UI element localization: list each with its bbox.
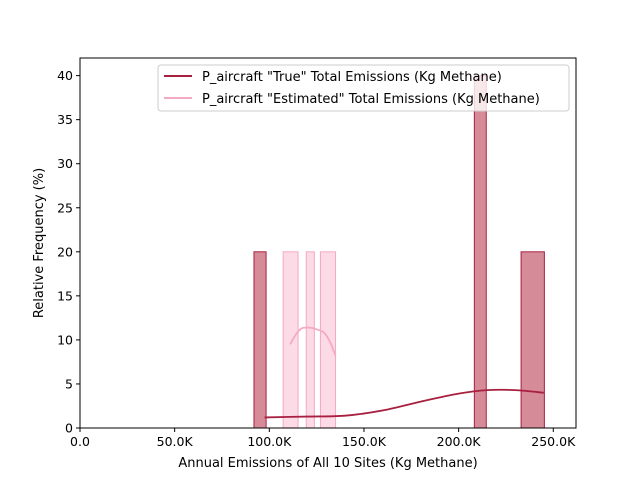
histogram-bar-series2-2 xyxy=(305,251,315,429)
y-tick-label: 35 xyxy=(57,112,73,127)
histogram-bar-series2-1 xyxy=(282,251,299,429)
x-tick-label: 100.0K xyxy=(247,434,292,449)
x-tick-label: 150.0K xyxy=(342,434,387,449)
x-tick-label: 200.0K xyxy=(437,434,482,449)
bars-layer xyxy=(253,75,545,429)
plot-frame xyxy=(79,57,577,429)
legend-box xyxy=(157,64,570,112)
legend: P_aircraft "True" Total Emissions (Kg Me… xyxy=(157,64,570,112)
legend-label-series2: P_aircraft "Estimated" Total Emissions (… xyxy=(202,92,540,107)
y-tick-label: 0 xyxy=(65,421,73,436)
x-axis-ticks: 0.0 50.0K 100.0K 150.0K 200.0K 250.0K xyxy=(70,428,576,449)
kde-layer xyxy=(264,326,544,419)
x-axis-label: Annual Emissions of All 10 Sites (Kg Met… xyxy=(178,456,477,471)
histogram-bar-series1-1 xyxy=(253,251,267,429)
histogram-bar-series1-3 xyxy=(520,251,545,429)
kde-line-series1 xyxy=(264,388,544,419)
y-tick-label: 30 xyxy=(57,156,73,171)
y-tick-label: 15 xyxy=(57,288,73,303)
y-tick-label: 20 xyxy=(57,244,73,259)
y-tick-label: 10 xyxy=(57,332,73,347)
histogram-bar-series1-2 xyxy=(473,75,487,429)
y-tick-label: 5 xyxy=(65,376,73,391)
x-tick-label: 250.0K xyxy=(531,434,576,449)
y-axis-ticks: 0 5 10 15 20 25 30 35 40 xyxy=(57,68,80,436)
x-tick-label: 0.0 xyxy=(70,434,90,449)
y-axis-label: Relative Frequency (%) xyxy=(32,168,47,318)
kde-line-series2 xyxy=(289,326,337,357)
legend-label-series1: P_aircraft "True" Total Emissions (Kg Me… xyxy=(202,70,502,85)
y-tick-label: 40 xyxy=(57,68,73,83)
x-tick-label: 50.0K xyxy=(157,434,194,449)
y-tick-label: 25 xyxy=(57,200,73,215)
